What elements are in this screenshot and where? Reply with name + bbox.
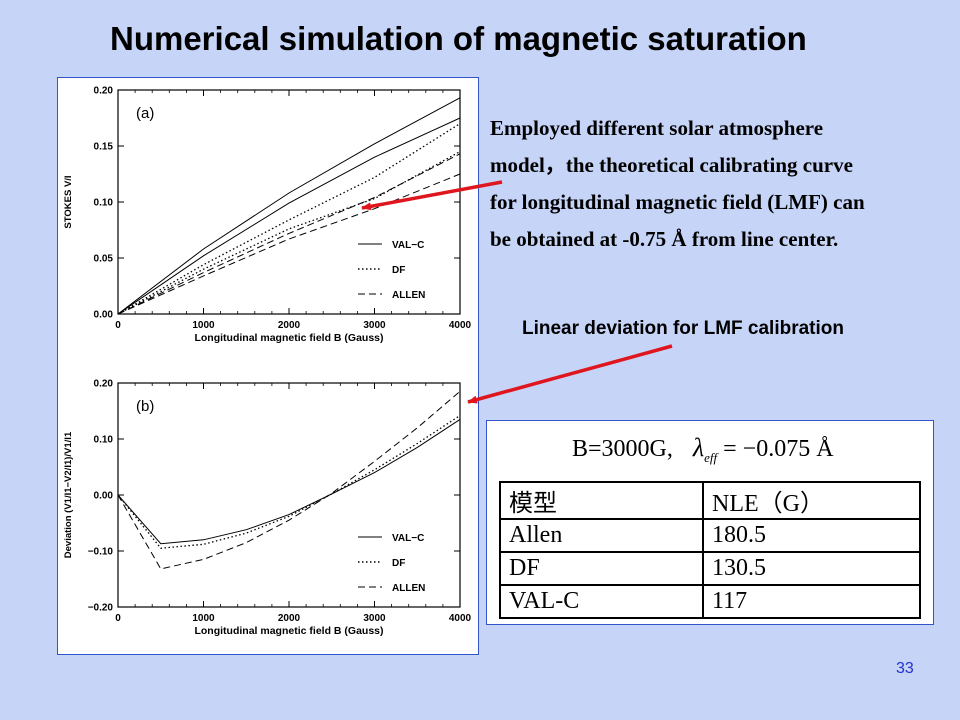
chart-a-panel-label: (a): [136, 105, 154, 122]
table-header-value: = −0.075 Å: [717, 436, 834, 462]
slide-title: Numerical simulation of magnetic saturat…: [110, 20, 807, 57]
description-line-3: for longitudinal magnetic field (LMF) ca…: [490, 190, 865, 214]
chart-a-plot-frame: [117, 89, 461, 315]
chart-b-panel-label: (b): [136, 398, 154, 415]
chart-b-x-tick-label: 2000: [278, 613, 301, 624]
nle-cell: 117: [702, 584, 921, 619]
description-line-2: model，the theoretical calibrating curve: [490, 153, 853, 177]
column-header-model: 模型: [499, 481, 704, 520]
chart-a-series-line-df: [117, 151, 461, 315]
chart-b-x-tick-label: 3000: [363, 613, 386, 624]
description: Employed different solar atmosphere mode…: [490, 110, 960, 258]
chart-b-x-tick-label: 0: [115, 613, 121, 624]
nle-cell: 180.5: [702, 518, 921, 553]
table-row: VAL-C 117: [499, 584, 921, 619]
simulation-charts: 0 1000 2000 3000 4000 0.00 0.05 0.10 0.15 0.20 Lon…: [63, 86, 472, 638]
chart-a-legend-label: VAL−C: [392, 240, 424, 251]
chart-b-series-line-val-c: [117, 418, 461, 545]
description-line-1: Employed different solar atmosphere: [490, 116, 824, 140]
chart-a-y-tick-label: 0.10: [94, 198, 114, 209]
chart-b-y-tick-label: 0.00: [94, 491, 114, 502]
chart-b-series-line-allen: [117, 391, 461, 570]
chart-b-y-tick-label: 0.20: [94, 379, 114, 390]
chart-a-x-tick-label: 1000: [192, 320, 215, 331]
chart-a-y-axis-label: STOKES V/I: [63, 175, 74, 228]
chart-b-series-line-df: [117, 414, 461, 549]
table-header-formula: B=3000G, λeff = −0.075 Å: [572, 433, 834, 466]
table-header-text: B=3000G,: [572, 436, 673, 462]
chart-a-y-tick-label: 0.00: [94, 310, 114, 321]
chart-b-y-tick-label: −0.10: [88, 547, 114, 558]
model-cell: DF: [499, 551, 704, 586]
table-row: Allen 180.5: [499, 518, 921, 553]
description-line-4: be obtained at -0.75 Å from line center.: [490, 227, 839, 251]
table-header-row: 模型 NLE（G）: [499, 481, 921, 520]
chart-a-y-tick-label: 0.20: [94, 86, 114, 97]
page-number: 33: [896, 660, 914, 677]
chart-a-legend-label: DF: [392, 265, 405, 276]
nle-cell: 130.5: [702, 551, 921, 586]
model-cell: VAL-C: [499, 584, 704, 619]
chart-b-plot-frame: [117, 382, 461, 608]
lambda-symbol: λ: [692, 433, 705, 462]
arrow-to-chart-b: [467, 344, 673, 404]
chart-b-y-tick-label: −0.20: [88, 603, 114, 614]
nle-table-box: B=3000G, λeff = −0.075 Å 模型 NLE（G） Allen…: [486, 420, 934, 625]
chart-a-x-tick-label: 3000: [363, 320, 386, 331]
chart-a-x-tick-label: 2000: [278, 320, 301, 331]
chart-b-x-tick-label: 4000: [449, 613, 472, 624]
chart-b-y-axis-label: Deviation (V1/I1−V2/I1)/V1/I1: [63, 431, 74, 558]
chart-a-legend-label: ALLEN: [392, 290, 425, 301]
chart-a-series-line-val-c: [117, 117, 461, 315]
chart-a-x-tick-label: 0: [115, 320, 121, 331]
chart-a-y-tick-label: 0.15: [94, 142, 114, 153]
chart-a-x-axis-label: Longitudinal magnetic field B (Gauss): [194, 332, 383, 344]
table-row: DF 130.5: [499, 551, 921, 586]
chart-a-y-tick-label: 0.05: [94, 254, 114, 265]
model-cell: Allen: [499, 518, 704, 553]
chart-a-x-tick-label: 4000: [449, 320, 472, 331]
chart-a-series-line-val-c: [117, 97, 461, 315]
nle-table: 模型 NLE（G） Allen 180.5 DF 130.5 VAL-C 117: [499, 481, 921, 619]
chart-b-legend-label: DF: [392, 558, 405, 569]
lambda-subscript: eff: [704, 449, 718, 465]
column-header-nle: NLE（G）: [702, 481, 921, 520]
chart-b-legend-label: ALLEN: [392, 583, 425, 594]
chart-b-legend-label: VAL−C: [392, 533, 424, 544]
chart-a-series-line-df: [117, 123, 461, 315]
deviation-caption: Linear deviation for LMF calibration: [522, 318, 844, 339]
chart-b-y-tick-label: 0.10: [94, 435, 114, 446]
chart-b-x-tick-label: 1000: [192, 613, 215, 624]
simulation-figure: 0 1000 2000 3000 4000 0.00 0.05 0.10 0.15 0.20 Lon…: [57, 77, 479, 655]
chart-b-x-axis-label: Longitudinal magnetic field B (Gauss): [194, 625, 383, 637]
